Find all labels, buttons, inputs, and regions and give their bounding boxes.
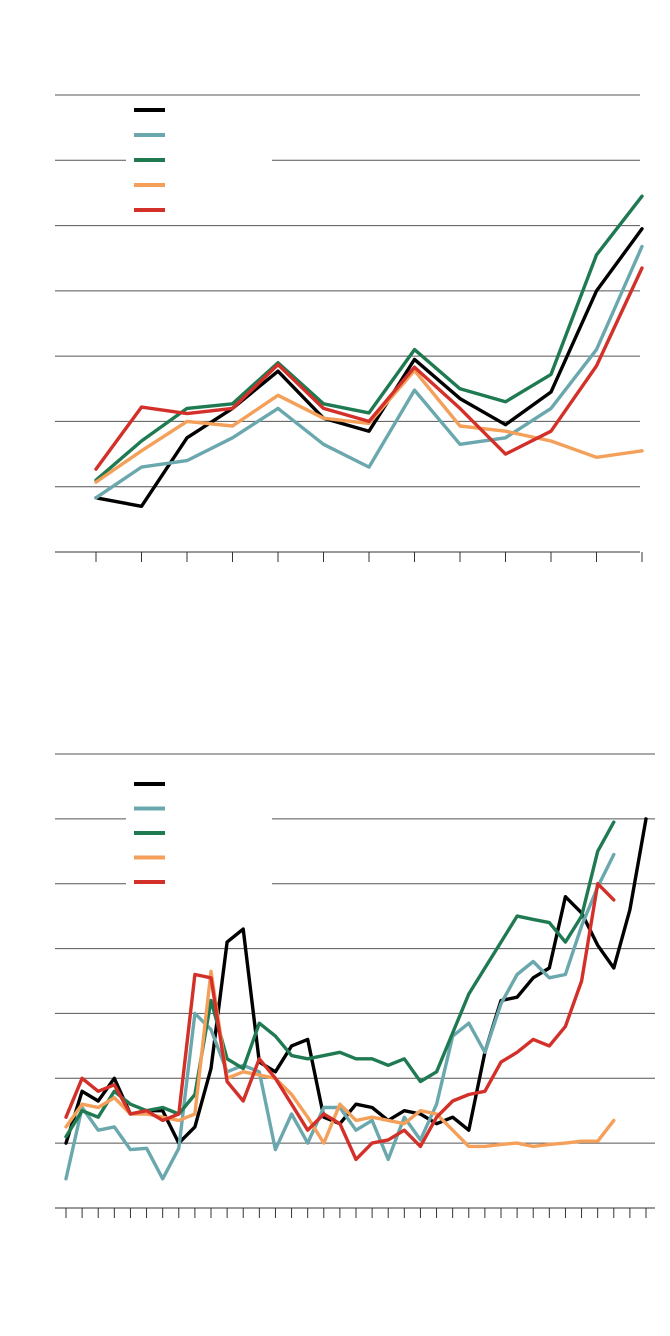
series-line-3	[64, 820, 616, 1139]
series-line-4	[64, 969, 616, 1149]
series-line-5	[64, 882, 616, 1162]
legend-background	[126, 776, 272, 896]
legend-background	[126, 102, 272, 224]
series-line-2	[64, 852, 616, 1181]
series-line-3	[94, 194, 644, 482]
series-line-1	[64, 817, 648, 1145]
series-line-5	[94, 266, 644, 471]
series-line-2	[94, 244, 644, 500]
top-line-chart	[55, 94, 644, 562]
bottom-line-chart	[55, 753, 655, 1218]
series-line-1	[94, 227, 644, 508]
series-line-4	[94, 368, 644, 484]
